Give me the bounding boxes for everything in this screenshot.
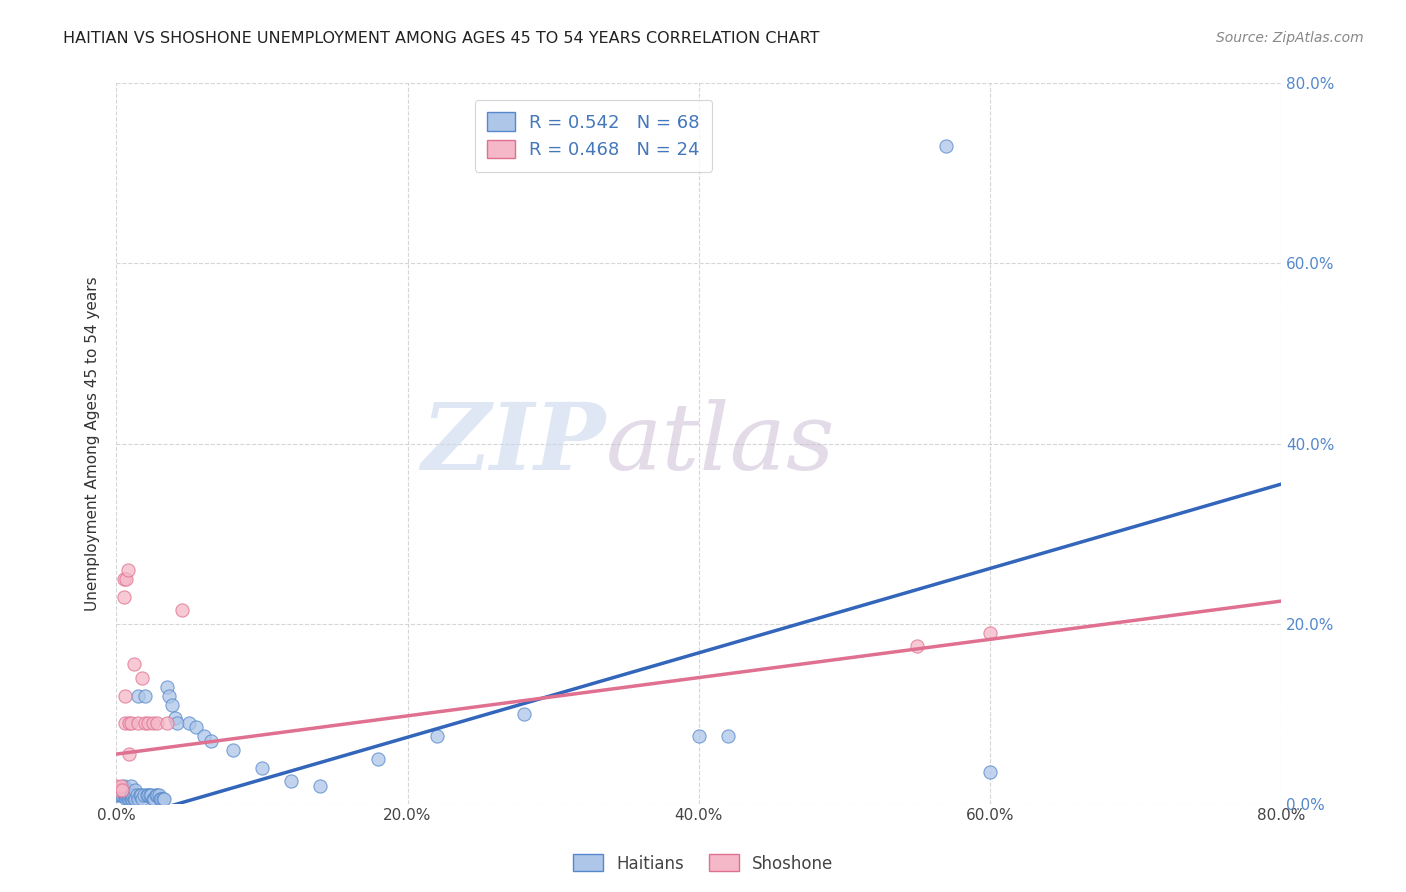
Point: [152, 792, 174, 806]
Point: [166, 715, 188, 730]
Point: [121, 792, 143, 806]
Point: [120, 788, 142, 802]
Point: [222, 742, 245, 756]
Point: [141, 788, 163, 802]
Point: [112, 788, 135, 802]
Point: [125, 788, 148, 802]
Point: [153, 792, 176, 806]
Point: [717, 729, 740, 743]
Point: [124, 783, 146, 797]
Point: [118, 715, 141, 730]
Point: [115, 783, 138, 797]
Point: [118, 747, 141, 761]
Point: [114, 783, 136, 797]
Point: [163, 711, 186, 725]
Point: [129, 788, 152, 802]
Point: [979, 625, 1001, 640]
Point: [120, 715, 142, 730]
Point: [117, 563, 139, 577]
Point: [143, 792, 166, 806]
Point: [111, 788, 134, 802]
Point: [118, 792, 141, 806]
Point: [367, 751, 389, 765]
Point: [114, 715, 136, 730]
Point: [160, 698, 183, 712]
Point: [193, 729, 215, 743]
Point: [127, 689, 149, 703]
Point: [115, 572, 138, 586]
Text: Source: ZipAtlas.com: Source: ZipAtlas.com: [1216, 31, 1364, 45]
Point: [122, 657, 145, 671]
Point: [112, 779, 135, 793]
Point: [156, 715, 179, 730]
Point: [108, 788, 131, 802]
Point: [979, 765, 1001, 780]
Legend: Haitians, Shoshone: Haitians, Shoshone: [567, 847, 839, 880]
Point: [121, 788, 143, 802]
Point: [935, 139, 957, 153]
Point: [145, 788, 167, 802]
Point: [124, 792, 146, 806]
Point: [111, 783, 134, 797]
Point: [426, 729, 449, 743]
Point: [105, 788, 128, 802]
Text: ZIP: ZIP: [422, 399, 606, 489]
Point: [108, 783, 131, 797]
Legend: R = 0.542   N = 68, R = 0.468   N = 24: R = 0.542 N = 68, R = 0.468 N = 24: [475, 100, 713, 172]
Point: [105, 779, 128, 793]
Text: HAITIAN VS SHOSHONE UNEMPLOYMENT AMONG AGES 45 TO 54 YEARS CORRELATION CHART: HAITIAN VS SHOSHONE UNEMPLOYMENT AMONG A…: [63, 31, 820, 46]
Point: [112, 572, 135, 586]
Text: atlas: atlas: [606, 399, 835, 489]
Point: [128, 788, 150, 802]
Point: [177, 715, 200, 730]
Point: [142, 715, 165, 730]
Point: [110, 779, 132, 793]
Point: [111, 783, 134, 797]
Point: [118, 783, 141, 797]
Y-axis label: Unemployment Among Ages 45 to 54 years: Unemployment Among Ages 45 to 54 years: [86, 277, 100, 611]
Point: [142, 792, 165, 806]
Point: [117, 788, 139, 802]
Point: [127, 715, 149, 730]
Point: [513, 706, 536, 721]
Point: [905, 639, 928, 653]
Point: [156, 680, 179, 694]
Point: [150, 792, 173, 806]
Point: [132, 788, 155, 802]
Point: [139, 788, 162, 802]
Point: [127, 792, 149, 806]
Point: [117, 792, 139, 806]
Point: [134, 715, 156, 730]
Point: [118, 788, 141, 802]
Point: [115, 792, 138, 806]
Point: [131, 671, 153, 685]
Point: [157, 689, 180, 703]
Point: [148, 788, 170, 802]
Point: [112, 590, 135, 604]
Point: [309, 779, 332, 793]
Point: [186, 720, 208, 734]
Point: [135, 788, 157, 802]
Point: [250, 761, 273, 775]
Point: [688, 729, 710, 743]
Point: [170, 603, 193, 617]
Point: [114, 788, 136, 802]
Point: [136, 715, 159, 730]
Point: [122, 792, 145, 806]
Point: [280, 774, 302, 789]
Point: [146, 788, 169, 802]
Point: [122, 788, 145, 802]
Point: [110, 788, 132, 802]
Point: [200, 733, 222, 747]
Point: [149, 792, 172, 806]
Point: [136, 788, 159, 802]
Point: [131, 792, 153, 806]
Point: [114, 689, 136, 703]
Point: [120, 779, 142, 793]
Point: [115, 788, 138, 802]
Point: [146, 715, 169, 730]
Point: [134, 689, 156, 703]
Point: [120, 792, 142, 806]
Point: [117, 783, 139, 797]
